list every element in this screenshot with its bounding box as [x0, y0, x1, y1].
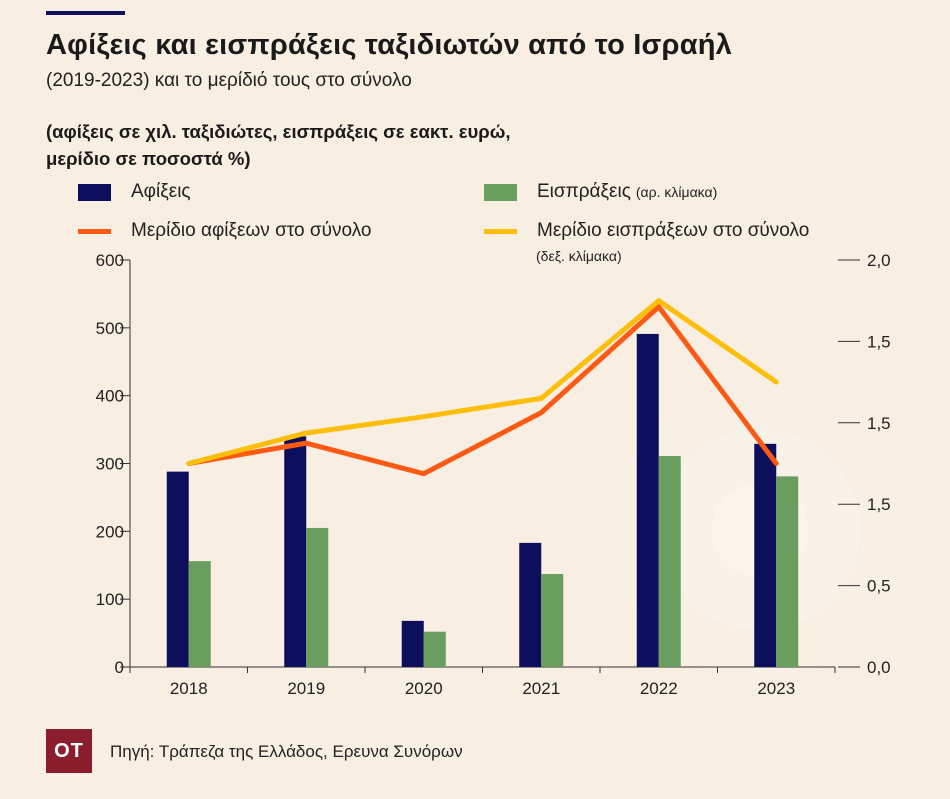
chart-subtitle: (2019-2023) και το μερίδιό τους στο σύνο… [46, 70, 412, 91]
bar-receipts [541, 574, 564, 667]
legend-share-receipts-note: (δεξ. κλίμακα) [536, 248, 622, 264]
y-right-tick-label: 0,0 [867, 658, 891, 677]
y-left-tick-label: 500 [96, 319, 124, 338]
units-line-2: μερίδιο σε ποσοστά %) [46, 148, 251, 169]
y-left-tick-label: 0 [115, 658, 124, 677]
chart-lines [186, 298, 779, 477]
chart-bars [166, 333, 799, 667]
publisher-logo: OT [46, 729, 92, 773]
line-share-receipts [186, 298, 779, 466]
bar-arrivals [754, 443, 777, 667]
x-tick-label: 2019 [287, 679, 325, 698]
legend-share-receipts-swatch [484, 228, 517, 234]
y-right-tick-label: 1,5 [867, 414, 891, 433]
x-tick-label: 2022 [640, 679, 678, 698]
legend-receipts-swatch [484, 183, 517, 201]
legend-receipts-note: (αρ. κλίμακα) [635, 184, 718, 200]
legend-arrivals: Αφίξεις [78, 181, 191, 203]
bar-arrivals [401, 620, 424, 667]
units-note: (αφίξεις σε χιλ. ταξιδιώτες, εισπράξεις … [46, 118, 746, 172]
source-note: Πηγή: Τράπεζα της Ελλάδος, Ερευνα Συνόρω… [110, 742, 463, 761]
bar-receipts [306, 527, 329, 667]
chart-axes [120, 259, 860, 673]
legend-share-arrivals-label: Μερίδιο αφίξεων στο σύνολο [131, 220, 372, 241]
bar-arrivals [519, 542, 542, 667]
bar-receipts [188, 561, 211, 667]
legend-receipts-label: Εισπράξεις [537, 181, 631, 202]
chart-labels: 0 100 200 300 400 500 600 0,0 0,5 1,5 1,5 1,5 2,0 201… [96, 251, 891, 698]
bar-receipts [658, 456, 681, 667]
bar-arrivals [284, 436, 307, 667]
y-right-tick-label: 1,5 [867, 332, 891, 351]
bar-receipts [423, 631, 446, 667]
legend-receipts: Εισπράξεις (αρ. κλίμακα) [484, 181, 717, 203]
legend-share-arrivals-swatch [78, 228, 111, 234]
legend-share-receipts-label: Μερίδιο εισπράξεων στο σύνολο [537, 220, 810, 241]
legend-share-receipts: Μερίδιο εισπράξεων στο σύνολο [484, 220, 809, 242]
bar-receipts [776, 476, 799, 667]
top-accent-rule [46, 11, 125, 15]
y-left-tick-label: 600 [96, 251, 124, 270]
x-tick-label: 2023 [757, 679, 795, 698]
bar-arrivals [166, 471, 189, 667]
y-left-tick-label: 300 [96, 455, 124, 474]
y-right-tick-label: 0,5 [867, 577, 891, 596]
units-line-1: (αφίξεις σε χιλ. ταξιδιώτες, εισπράξεις … [46, 121, 511, 142]
x-tick-label: 2018 [170, 679, 208, 698]
legend-arrivals-label: Αφίξεις [131, 181, 191, 202]
chart-title: Αφίξεις και εισπράξεις ταξιδιωτών από το… [46, 29, 732, 61]
bar-arrivals [636, 333, 659, 667]
line-share-arrivals [186, 304, 779, 477]
y-left-tick-label: 400 [96, 387, 124, 406]
x-tick-label: 2021 [522, 679, 560, 698]
x-tick-label: 2020 [405, 679, 443, 698]
legend-share-arrivals: Μερίδιο αφίξεων στο σύνολο [78, 220, 372, 242]
y-left-tick-label: 200 [96, 522, 124, 541]
y-left-tick-label: 100 [96, 590, 124, 609]
legend-arrivals-swatch [78, 183, 111, 201]
y-right-tick-label: 2,0 [867, 251, 891, 270]
y-right-tick-label: 1,5 [867, 495, 891, 514]
